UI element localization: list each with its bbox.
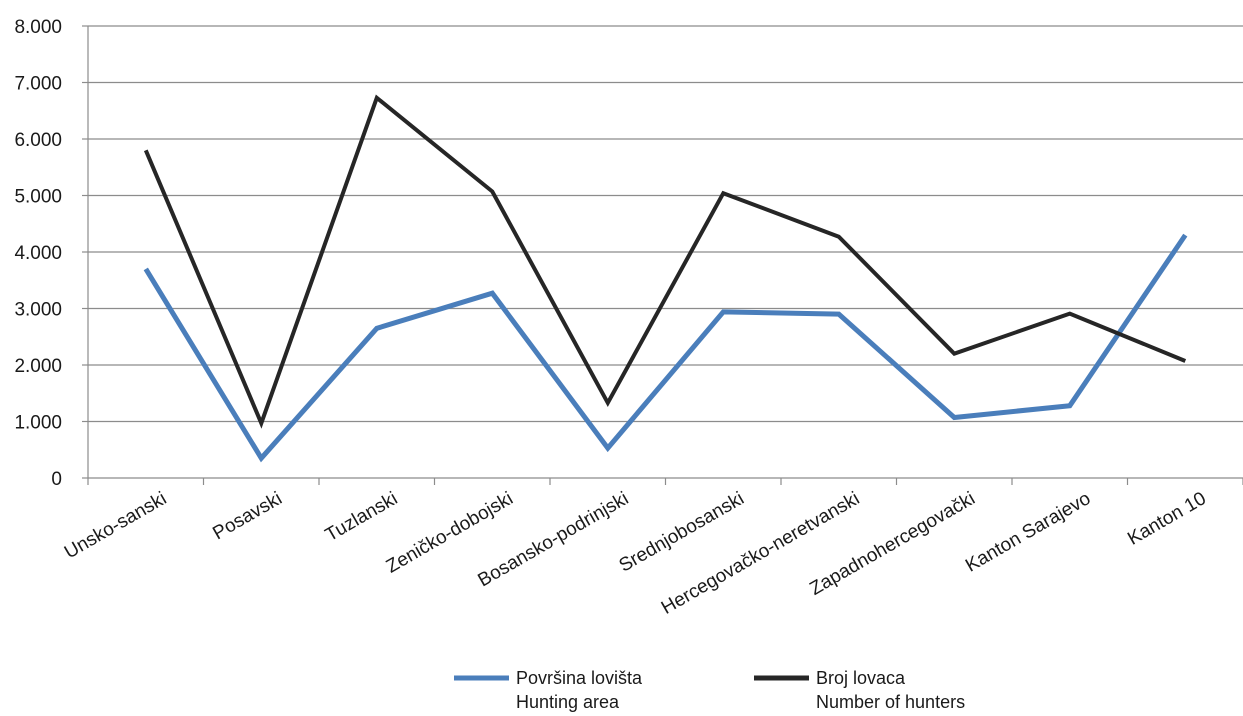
x-axis: Unsko-sanski Posavski TuzlanskiZeničko-dob…	[61, 477, 1243, 619]
gridlines	[88, 25, 1243, 423]
y-tick-label: 6.000	[14, 130, 62, 151]
y-tick-label: 8.000	[14, 17, 62, 38]
y-tick-label: 7.000	[14, 74, 62, 95]
x-tick-label: Tuzlanski	[322, 488, 401, 546]
y-tick-label: 1.000	[14, 413, 62, 434]
y-axis: 0 1.000 2.000 3.000 4.000 5.000 6.000 7.000 8.00…	[14, 17, 89, 490]
legend-label-hunting-area: Površina lovišta	[516, 668, 643, 688]
y-tick-label: 2.000	[14, 356, 62, 377]
series-lines	[143, 94, 1188, 463]
series-line-hunting-area	[143, 233, 1188, 463]
y-tick-label: 0	[51, 469, 62, 490]
y-tick-label: 4.000	[14, 243, 62, 264]
legend-sublabel-hunting-area: Hunting area	[516, 692, 620, 712]
x-tick-label: Kanton Sarajevo	[962, 488, 1094, 576]
y-tick-label: 5.000	[14, 187, 62, 208]
legend-label-number-of-hunters: Broj lovaca	[816, 668, 906, 688]
legend-item-number-of-hunters: Broj lovaca Number of hunters	[754, 668, 965, 712]
x-tick-label: Posavski	[209, 488, 285, 544]
legend-sublabel-number-of-hunters: Number of hunters	[816, 692, 965, 712]
series-line-number-of-hunters	[143, 94, 1187, 429]
legend-item-hunting-area: Površina lovišta Hunting area	[454, 668, 643, 712]
legend: Površina lovišta Hunting area Broj lovac…	[454, 668, 965, 712]
x-tick-label: Unsko-sanski	[61, 488, 170, 563]
y-tick-label: 3.000	[14, 300, 62, 321]
x-tick-label: Kanton 10	[1124, 488, 1210, 550]
x-tick-label: Hercegovačko-neretvanski	[658, 488, 863, 619]
